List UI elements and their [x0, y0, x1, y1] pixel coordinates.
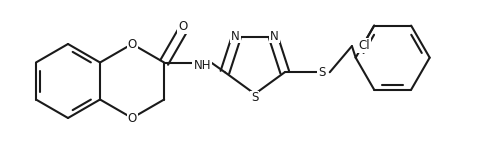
Text: S: S — [318, 66, 326, 79]
Text: N: N — [270, 30, 279, 43]
Text: Cl: Cl — [358, 39, 370, 52]
Text: O: O — [178, 20, 187, 33]
Text: NH: NH — [193, 59, 211, 72]
Text: S: S — [251, 91, 258, 104]
Text: O: O — [127, 37, 137, 51]
Text: O: O — [127, 111, 137, 125]
Text: N: N — [231, 30, 240, 43]
